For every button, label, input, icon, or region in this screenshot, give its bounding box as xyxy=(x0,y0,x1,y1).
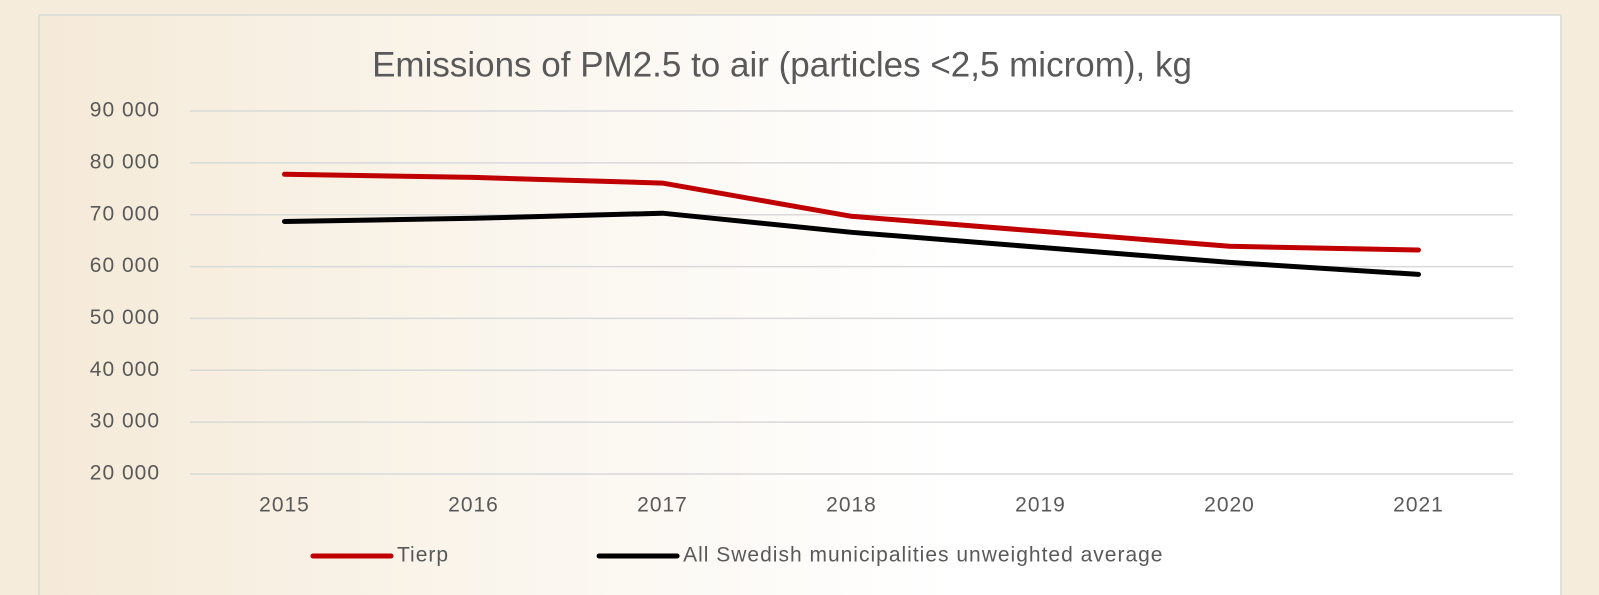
x-tick-label: 2018 xyxy=(826,494,877,517)
page: Emissions of PM2.5 to air (particles <2,… xyxy=(0,0,1599,595)
x-tick-label: 2020 xyxy=(1204,494,1255,517)
y-tick-label: 30 000 xyxy=(90,410,160,433)
y-tick-label: 50 000 xyxy=(90,306,160,329)
legend-label: All Swedish municipalities unweighted av… xyxy=(683,544,1163,567)
chart: Emissions of PM2.5 to air (particles <2,… xyxy=(0,0,1599,595)
x-tick-label: 2021 xyxy=(1393,494,1444,517)
y-tick-label: 60 000 xyxy=(90,254,160,277)
chart-title: Emissions of PM2.5 to air (particles <2,… xyxy=(372,45,1192,84)
y-tick-label: 90 000 xyxy=(90,99,160,122)
legend-label: Tierp xyxy=(397,544,449,567)
x-tick-label: 2017 xyxy=(637,494,688,517)
y-tick-label: 20 000 xyxy=(90,462,160,485)
x-tick-label: 2019 xyxy=(1015,494,1066,517)
y-tick-label: 70 000 xyxy=(90,202,160,225)
x-tick-label: 2015 xyxy=(259,494,310,517)
y-tick-label: 40 000 xyxy=(90,358,160,381)
y-tick-label: 80 000 xyxy=(90,150,160,173)
x-tick-label: 2016 xyxy=(448,494,499,517)
